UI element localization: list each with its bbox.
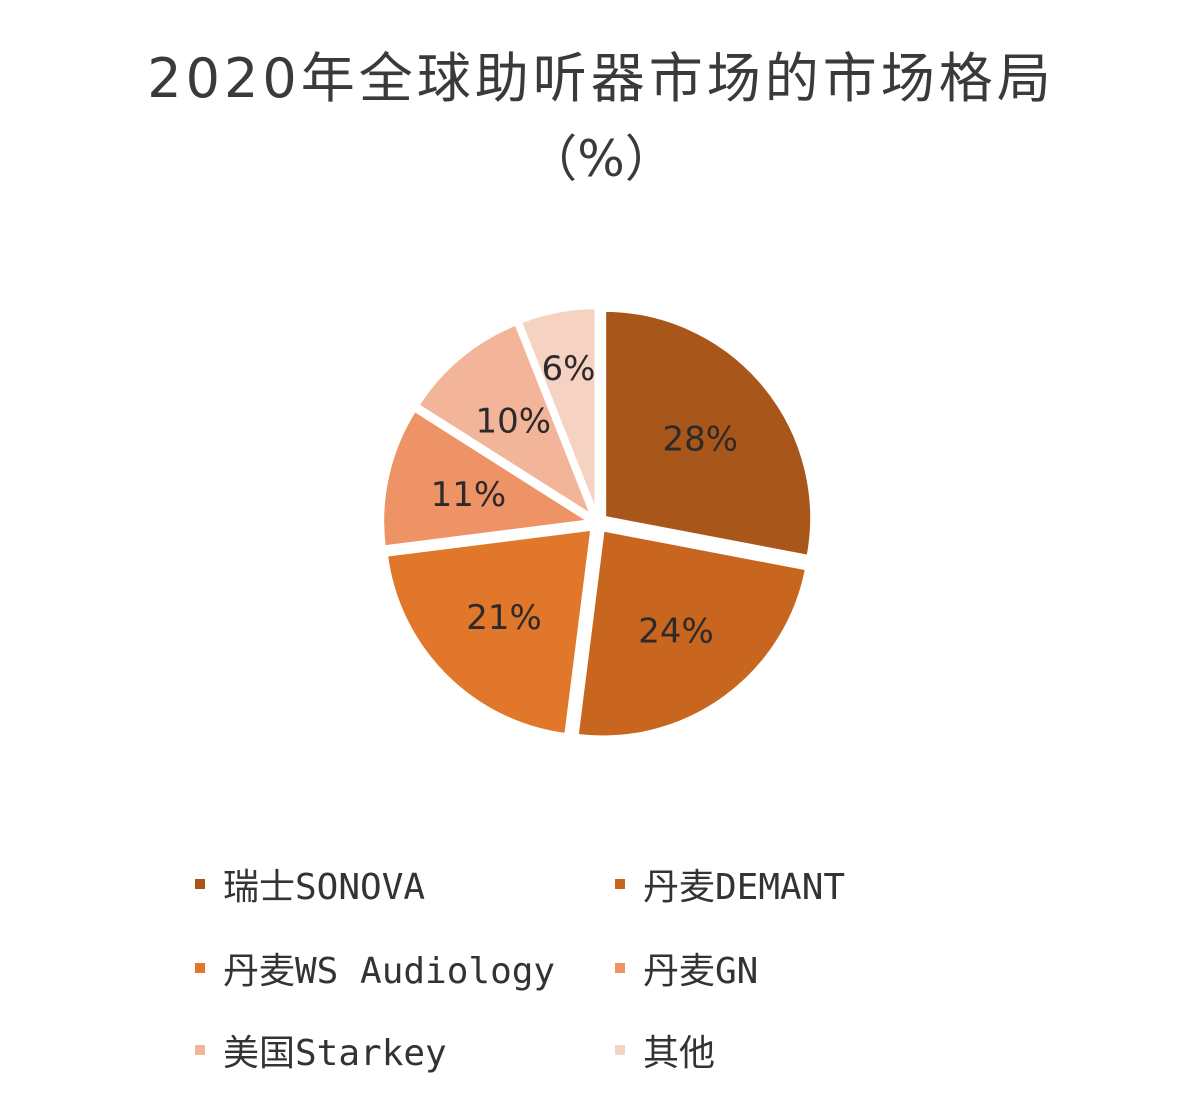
legend-item: 其他 — [615, 1024, 715, 1076]
slice-label: 28% — [663, 419, 739, 459]
slice-label: 11% — [431, 475, 507, 515]
legend-label: 丹麦GN — [643, 951, 759, 992]
chart-title: 2020年全球助听器市场的市场格局 — [147, 47, 1055, 110]
slice-label: 21% — [466, 598, 542, 638]
legend-swatch — [195, 1045, 205, 1055]
legend-swatch — [615, 1045, 625, 1055]
legend-item: 美国Starkey — [195, 1024, 447, 1076]
legend-label: 其他 — [643, 1033, 716, 1074]
legend-item: 丹麦DEMANT — [615, 858, 845, 910]
legend-label: 丹麦DEMANT — [643, 867, 846, 908]
legend-swatch — [615, 879, 625, 889]
legend-swatch — [615, 963, 625, 973]
legend-item: 丹麦WS Audiology — [195, 942, 555, 994]
pie-slice — [380, 407, 596, 550]
slice-label: 6% — [541, 349, 595, 389]
legend-item: 丹麦GN — [615, 942, 758, 994]
pie-slice — [602, 307, 815, 560]
legend-label: 瑞士SONOVA — [223, 867, 426, 908]
pie-slice — [517, 305, 599, 516]
legend-item: 瑞士SONOVA — [195, 858, 425, 910]
chart-subtitle: （%） — [527, 130, 675, 188]
slice-label: 24% — [638, 611, 714, 651]
legend-label: 丹麦WS Audiology — [223, 951, 556, 992]
slice-label: 10% — [476, 402, 552, 442]
legend-label: 美国Starkey — [223, 1033, 447, 1074]
legend-swatch — [195, 879, 205, 889]
pie-slice — [574, 527, 810, 740]
pie-slice — [414, 320, 598, 522]
legend-swatch — [195, 963, 205, 973]
pie-slice — [383, 526, 595, 738]
